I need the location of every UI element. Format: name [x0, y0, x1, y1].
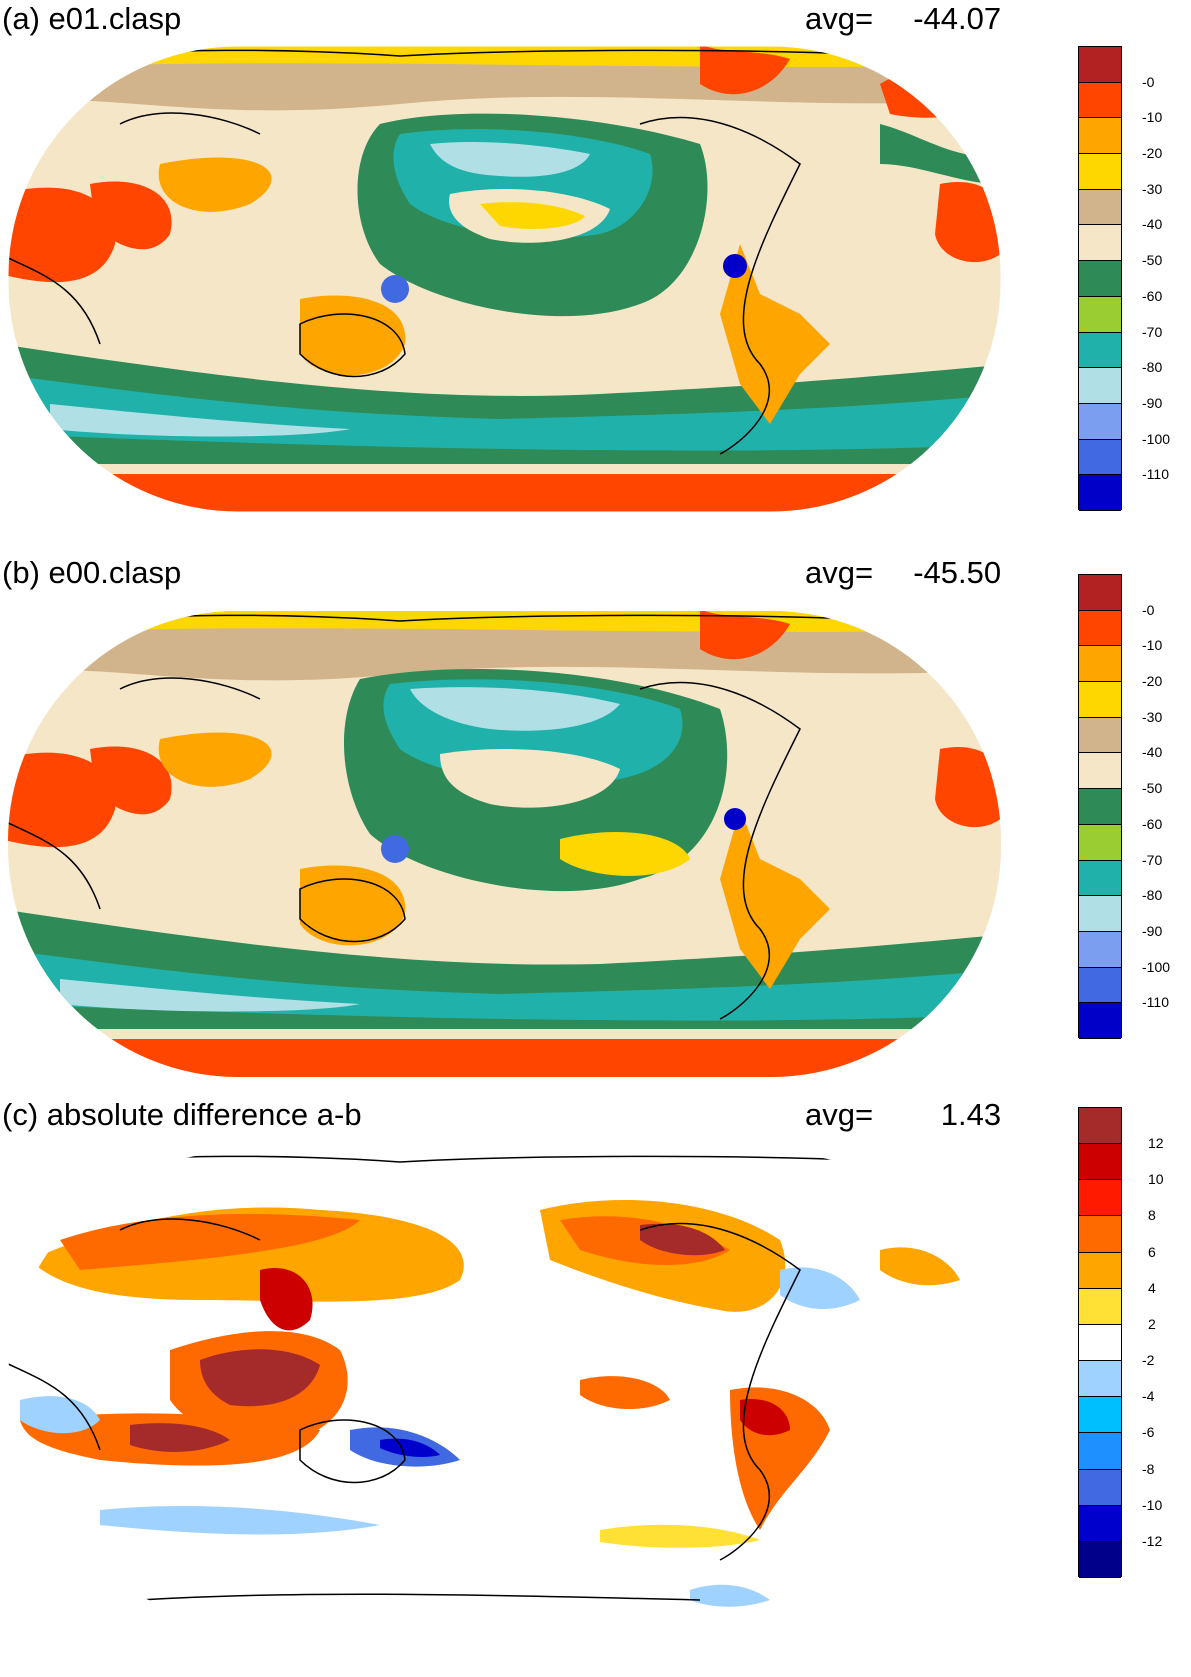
- colorbar-tick-label: -0: [1142, 601, 1155, 618]
- world-map: [7, 45, 1002, 513]
- colorbar-swatch: [1079, 332, 1121, 369]
- colorbar: -0 -10 -20 -30 -40 -50 -60 -70 -80 -90 -100 -110: [1078, 574, 1170, 1039]
- colorbar-tick-label: -12: [1142, 1532, 1163, 1549]
- colorbar-tick-label: -60: [1142, 815, 1163, 832]
- colorbar-tick-label: -8: [1142, 1460, 1155, 1477]
- colorbar-swatch: [1079, 82, 1121, 119]
- avg-label: avg=: [805, 1097, 874, 1132]
- panel-title: (a) e01.clasp: [2, 1, 182, 36]
- colorbar-box: [1078, 46, 1122, 511]
- colorbar-swatch: [1079, 610, 1121, 647]
- colorbar-tick-label: 6: [1148, 1243, 1156, 1260]
- colorbar-swatch: [1079, 118, 1121, 155]
- colorbar-swatch: [1079, 753, 1121, 790]
- colorbar-swatch: [1079, 1505, 1121, 1542]
- colorbar-tick-label: -90: [1142, 394, 1163, 411]
- colorbar-tick-label: -100: [1142, 958, 1171, 975]
- colorbar-swatch: [1079, 824, 1121, 861]
- colorbar-swatch: [1079, 1433, 1121, 1470]
- colorbar-tick-label: -50: [1142, 252, 1163, 269]
- avg-value: -45.50: [913, 555, 1002, 590]
- colorbar-swatch: [1079, 860, 1121, 897]
- colorbar-swatch: [1079, 1324, 1121, 1362]
- world-map: [8, 611, 1001, 1077]
- colorbar-tick-label: -70: [1142, 323, 1163, 340]
- colorbar-tick-label: -110: [1142, 994, 1169, 1011]
- colorbar-swatch: [1079, 896, 1121, 932]
- avg-label: avg=: [805, 555, 874, 590]
- colorbar-swatch: [1079, 682, 1121, 718]
- colorbar-tick-label: -90: [1142, 922, 1163, 939]
- colorbar-swatch: [1079, 296, 1121, 333]
- avg-value: -44.07: [913, 1, 1002, 36]
- colorbar-tick-label: 10: [1148, 1171, 1164, 1188]
- colorbar-tick-label: -4: [1142, 1388, 1155, 1405]
- colorbar-box: [1078, 574, 1122, 1039]
- colorbar-tick-label: -60: [1142, 287, 1163, 304]
- colorbar-tick-label: 12: [1148, 1135, 1164, 1152]
- colorbar-swatch: [1079, 1108, 1121, 1145]
- colorbar-swatch: [1079, 575, 1121, 611]
- colorbar-swatch: [1079, 261, 1121, 297]
- panel-title: (b) e00.clasp: [2, 555, 182, 590]
- colorbar-tick-label: -40: [1142, 216, 1163, 233]
- colorbar-tick-label: 4: [1148, 1279, 1156, 1296]
- colorbar-tick-label: -30: [1142, 180, 1163, 197]
- colorbar-swatch: [1079, 1469, 1121, 1506]
- colorbar-swatch: [1079, 439, 1121, 476]
- colorbar-swatch: [1079, 1144, 1121, 1181]
- colorbar-tick-label: -30: [1142, 708, 1163, 725]
- colorbar-swatch: [1079, 1361, 1121, 1398]
- colorbar-box: [1078, 1107, 1122, 1578]
- colorbar-swatch: [1079, 368, 1121, 404]
- colorbar-swatch: [1079, 47, 1121, 83]
- colorbar: 12 10 8 6 4 2 -2 -4 -6 -8 -10 -12: [1078, 1107, 1164, 1578]
- panel-b: (b) e00.clasp avg= -45.50: [0, 556, 1191, 1086]
- colorbar-swatch: [1079, 1252, 1121, 1289]
- colorbar-swatch: [1079, 225, 1121, 262]
- colorbar-swatch: [1079, 789, 1121, 825]
- colorbar-tick-label: -80: [1142, 887, 1163, 904]
- colorbar-swatch: [1079, 967, 1121, 1004]
- colorbar-swatch: [1079, 931, 1121, 968]
- colorbar-tick-label: -2: [1142, 1352, 1155, 1369]
- avg-label: avg=: [805, 1, 874, 36]
- world-map: [8, 1152, 1001, 1618]
- colorbar-swatch: [1079, 1541, 1121, 1578]
- colorbar-tick-label: -100: [1142, 430, 1171, 447]
- colorbar-tick-label: -0: [1142, 73, 1155, 90]
- colorbar-swatch: [1079, 1288, 1121, 1325]
- panel-a: (a) e01.clasp avg= -44.07: [0, 0, 1191, 530]
- colorbar-tick-label: -10: [1142, 109, 1163, 126]
- colorbar-tick-label: 8: [1148, 1207, 1156, 1224]
- panel-average: avg= -44.07: [805, 2, 1001, 36]
- colorbar-swatch: [1079, 189, 1121, 226]
- colorbar-swatch: [1079, 475, 1121, 511]
- colorbar-tick-label: -110: [1142, 466, 1169, 483]
- colorbar-tick-label: 2: [1148, 1315, 1156, 1332]
- panel-average: avg= 1.43: [805, 1098, 1001, 1132]
- colorbar-swatch: [1079, 1003, 1121, 1039]
- colorbar-tick-label: -40: [1142, 744, 1163, 761]
- colorbar-tick-label: -10: [1142, 637, 1163, 654]
- colorbar-swatch: [1079, 403, 1121, 440]
- colorbar-tick-label: -20: [1142, 145, 1163, 162]
- colorbar-tick-label: -80: [1142, 359, 1163, 376]
- colorbar-tick-label: -70: [1142, 851, 1163, 868]
- panel-title: (c) absolute difference a-b: [2, 1097, 362, 1132]
- colorbar-swatch: [1079, 1216, 1121, 1253]
- colorbar-swatch: [1079, 154, 1121, 190]
- panel-c: (c) absolute difference a-b avg= 1.43: [0, 1098, 1191, 1677]
- colorbar-swatch: [1079, 1397, 1121, 1434]
- colorbar: -0 -10 -20 -30 -40 -50 -60 -70 -80 -90 -100 -110: [1078, 46, 1170, 511]
- colorbar-swatch: [1079, 646, 1121, 683]
- colorbar-tick-label: -50: [1142, 780, 1163, 797]
- colorbar-swatch: [1079, 717, 1121, 754]
- colorbar-tick-label: -6: [1142, 1424, 1155, 1441]
- panel-average: avg= -45.50: [805, 556, 1001, 590]
- colorbar-tick-label: -20: [1142, 673, 1163, 690]
- avg-value: 1.43: [940, 1097, 1002, 1132]
- colorbar-swatch: [1079, 1180, 1121, 1217]
- colorbar-tick-label: -10: [1142, 1496, 1163, 1513]
